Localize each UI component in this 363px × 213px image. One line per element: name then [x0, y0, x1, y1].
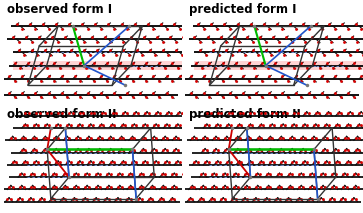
Text: observed form I: observed form I — [7, 3, 113, 16]
Text: predicted form I: predicted form I — [189, 3, 296, 16]
Polygon shape — [13, 61, 200, 71]
Text: observed form II: observed form II — [7, 108, 117, 121]
Polygon shape — [195, 61, 363, 71]
Text: predicted form II: predicted form II — [189, 108, 301, 121]
